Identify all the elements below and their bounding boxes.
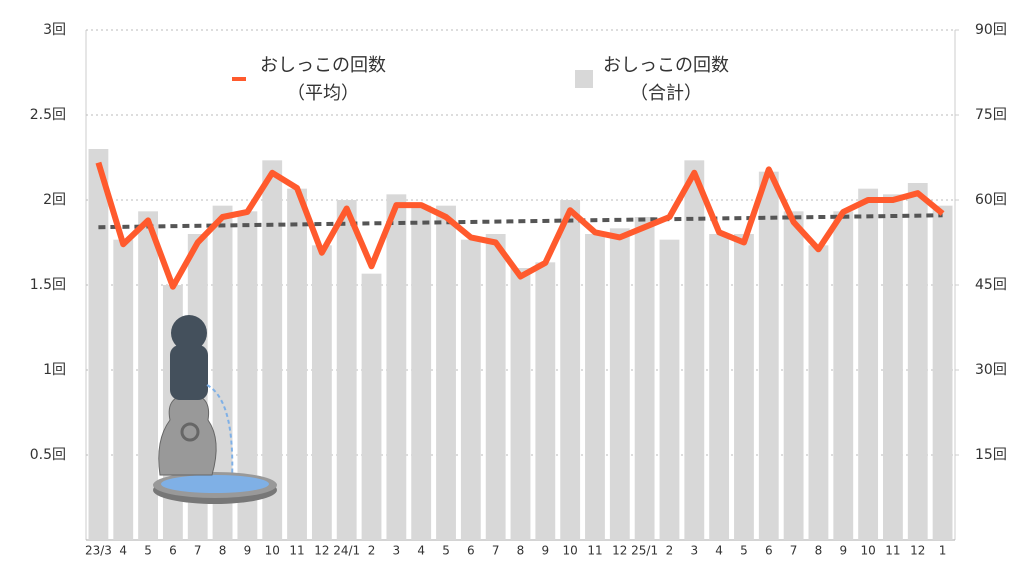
y2-tick-label: 30回 bbox=[975, 362, 1007, 378]
bar bbox=[262, 160, 283, 541]
avg-line bbox=[95, 161, 945, 290]
legend-swatch bbox=[232, 77, 246, 81]
bar bbox=[883, 194, 903, 541]
bar bbox=[684, 160, 705, 541]
bar bbox=[932, 205, 953, 540]
x-tick-label: 2 bbox=[368, 544, 376, 558]
bar bbox=[535, 262, 556, 540]
x-tick-label: 7 bbox=[790, 544, 798, 558]
x-tick-label: 8 bbox=[815, 544, 823, 558]
x-tick-label: 6 bbox=[169, 544, 177, 558]
bar bbox=[833, 211, 854, 541]
x-tick-label: 9 bbox=[542, 544, 550, 558]
x-tick-label: 10 bbox=[563, 544, 578, 558]
y-tick-label: 3回 bbox=[43, 22, 66, 38]
x-tick-label: 24/1 bbox=[333, 544, 360, 558]
bar bbox=[361, 273, 382, 540]
y2-tick-label: 90回 bbox=[975, 22, 1007, 38]
x-tick-label: 3 bbox=[393, 544, 401, 558]
legend-label: おしっこの回数 （合計） bbox=[603, 55, 729, 104]
y2-tick-label: 15回 bbox=[975, 447, 1007, 463]
bar bbox=[113, 239, 134, 540]
y-tick-label: 2回 bbox=[43, 192, 66, 208]
x-tick-label: 3 bbox=[690, 544, 698, 558]
legend-swatch bbox=[575, 70, 593, 88]
bar bbox=[311, 245, 332, 541]
trend-line bbox=[98, 213, 943, 230]
x-tick-label: 11 bbox=[885, 544, 900, 558]
x-tick-label: 12 bbox=[910, 544, 925, 558]
bar bbox=[560, 200, 581, 540]
x-tick-label: 1 bbox=[939, 544, 947, 558]
x-tick-label: 7 bbox=[194, 544, 202, 558]
bar bbox=[734, 234, 754, 540]
x-tick-label: 9 bbox=[244, 544, 252, 558]
x-tick-label: 4 bbox=[119, 544, 127, 558]
x-tick-label: 10 bbox=[265, 544, 280, 558]
bar bbox=[609, 228, 630, 541]
x-tick-label: 11 bbox=[289, 544, 304, 558]
y-tick-label: 2.5回 bbox=[30, 107, 66, 123]
bar bbox=[659, 239, 680, 540]
bar bbox=[858, 188, 879, 540]
y2-tick-label: 60回 bbox=[975, 192, 1007, 208]
bar bbox=[808, 245, 829, 541]
marks bbox=[86, 29, 955, 541]
bar bbox=[88, 149, 109, 540]
x-tick-label: 11 bbox=[587, 544, 602, 558]
x-tick-label: 10 bbox=[860, 544, 875, 558]
y2-tick-label: 75回 bbox=[975, 107, 1007, 123]
x-tick-label: 5 bbox=[740, 544, 748, 558]
x-tick-label: 5 bbox=[442, 544, 450, 558]
x-tick-label: 7 bbox=[492, 544, 500, 558]
bar bbox=[585, 234, 605, 540]
bar bbox=[212, 205, 233, 540]
x-tick-label: 8 bbox=[219, 544, 227, 558]
bar bbox=[460, 239, 481, 540]
bar bbox=[287, 188, 307, 540]
y-tick-label: 0.5回 bbox=[30, 447, 66, 463]
bar bbox=[336, 200, 357, 540]
bar bbox=[436, 205, 456, 540]
x-tick-label: 23/3 bbox=[85, 544, 112, 558]
bar bbox=[634, 217, 655, 540]
bar bbox=[709, 234, 730, 540]
x-tick-label: 12 bbox=[314, 544, 329, 558]
bar bbox=[138, 211, 158, 541]
y-tick-label: 1.5回 bbox=[30, 277, 66, 293]
x-tick-label: 6 bbox=[467, 544, 475, 558]
bar bbox=[386, 194, 407, 541]
y-tick-label: 1回 bbox=[43, 362, 66, 378]
bar bbox=[485, 234, 506, 540]
x-tick-label: 12 bbox=[612, 544, 627, 558]
x-tick-label: 4 bbox=[417, 544, 425, 558]
bar bbox=[411, 205, 432, 540]
x-tick-label: 5 bbox=[144, 544, 152, 558]
bar bbox=[907, 183, 928, 540]
x-tick-label: 25/1 bbox=[631, 544, 658, 558]
x-tick-label: 4 bbox=[715, 544, 723, 558]
bar bbox=[783, 211, 804, 541]
statue-illustration bbox=[153, 315, 277, 504]
bar bbox=[237, 211, 258, 541]
x-tick-label: 2 bbox=[666, 544, 674, 558]
x-tick-label: 8 bbox=[517, 544, 525, 558]
y2-tick-label: 45回 bbox=[975, 277, 1007, 293]
bar bbox=[758, 171, 779, 540]
legend-label: おしっこの回数 （平均） bbox=[260, 55, 386, 104]
x-tick-label: 6 bbox=[765, 544, 773, 558]
x-tick-label: 9 bbox=[839, 544, 847, 558]
bar bbox=[510, 268, 531, 540]
